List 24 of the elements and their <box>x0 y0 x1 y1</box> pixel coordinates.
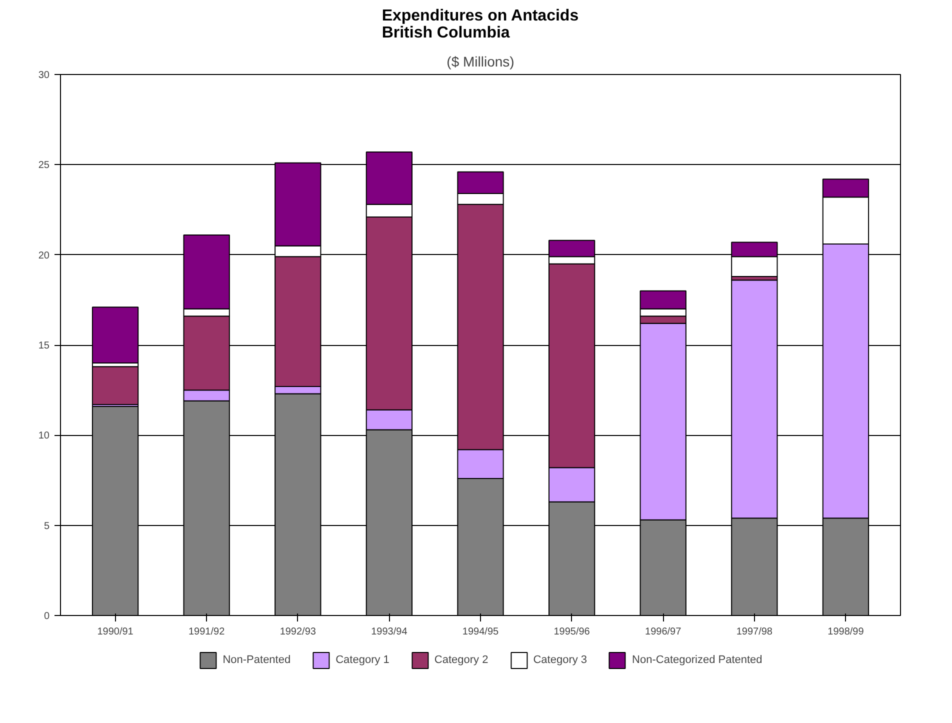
x-tick-label: 1991/92 <box>188 626 226 638</box>
x-tick-label: 1994/95 <box>462 626 500 638</box>
x-tick-label: 1990/91 <box>97 626 134 638</box>
x-tick-label: 1998/99 <box>828 626 864 638</box>
y-tick-label: 20 <box>38 250 50 262</box>
y-tick-label: 10 <box>38 430 50 442</box>
bar <box>92 306 139 364</box>
legend-label: Non-Categorized Patented <box>632 654 762 666</box>
y-tick-label: 0 <box>44 611 50 622</box>
y-tick-label: 30 <box>38 70 50 81</box>
chart-title: Expenditures on Antacids British Columbia <box>382 8 579 42</box>
legend-label: Category 2 <box>434 654 488 666</box>
legend-label: Non-Patented <box>222 654 291 666</box>
x-tick-label: 1992/93 <box>280 626 316 638</box>
x-tick-label: 1993/94 <box>371 626 408 638</box>
legend-label: Category 3 <box>533 654 588 666</box>
x-tick-label: 1997/98 <box>736 626 773 638</box>
chart-subtitle: ($ Millions) <box>446 54 514 70</box>
y-tick-label: 15 <box>38 340 50 352</box>
y-tick-label: 25 <box>38 160 50 172</box>
y-tick-label: 5 <box>44 520 50 532</box>
legend-label: Category 1 <box>336 654 390 666</box>
x-tick-label: 1995/96 <box>554 626 590 638</box>
x-tick-label: 1996/97 <box>645 626 682 638</box>
